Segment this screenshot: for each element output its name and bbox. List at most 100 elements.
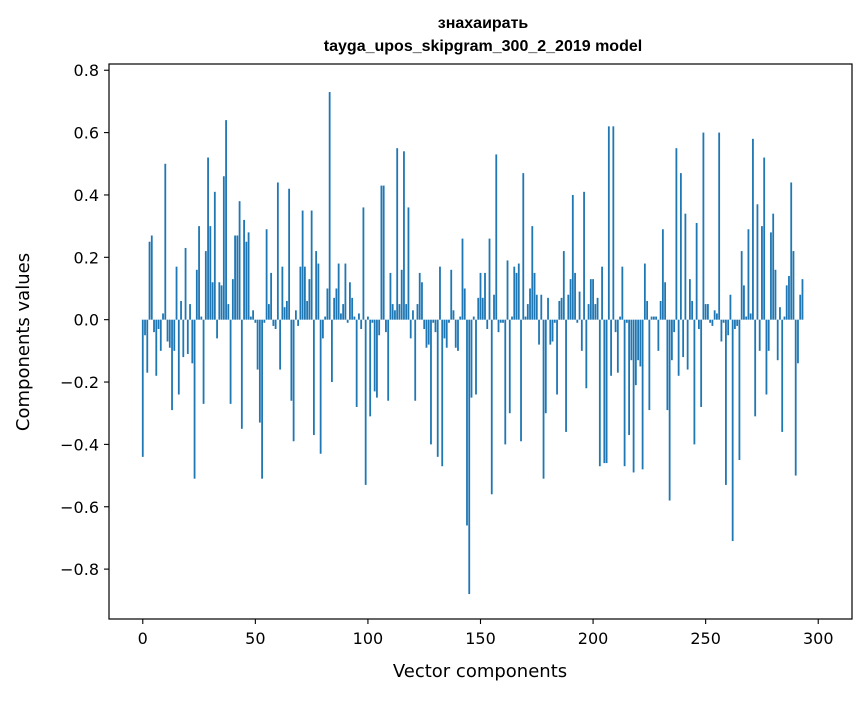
bar [299, 266, 302, 320]
bar [655, 316, 658, 320]
bar [222, 176, 225, 320]
bar [362, 207, 365, 320]
bar [677, 319, 680, 376]
bar [504, 319, 507, 445]
bar [279, 319, 282, 370]
bar [328, 92, 331, 320]
bar [423, 319, 426, 330]
bar [175, 266, 178, 320]
bar [391, 304, 394, 320]
bar [468, 319, 471, 595]
bar [779, 307, 781, 320]
bar [234, 235, 236, 320]
bar [331, 319, 333, 383]
bar [200, 316, 203, 320]
bar [535, 294, 538, 320]
bar [556, 319, 558, 395]
bar [693, 319, 696, 445]
bar [258, 319, 261, 423]
bar [571, 194, 574, 320]
bar [594, 304, 597, 320]
bar [484, 272, 486, 320]
bar [306, 300, 309, 320]
bar [466, 319, 468, 526]
bar [612, 126, 615, 320]
bar [430, 319, 432, 445]
bar [698, 319, 700, 330]
bar [490, 319, 493, 495]
bar [243, 219, 245, 320]
bar [349, 282, 351, 320]
bar [396, 148, 399, 320]
bar [245, 241, 248, 320]
bar [333, 297, 336, 320]
bar [472, 316, 475, 320]
bar [385, 319, 387, 333]
bar [238, 201, 241, 320]
bar [202, 319, 205, 404]
bar [276, 182, 279, 320]
bar [373, 319, 376, 392]
bar [529, 288, 531, 320]
bar [457, 319, 459, 351]
bar [162, 313, 164, 320]
bar [749, 313, 752, 320]
bar [574, 272, 576, 320]
bar [281, 266, 284, 320]
bar [540, 294, 543, 320]
bar [371, 319, 374, 323]
bar [634, 319, 637, 386]
y-tick-label: −0.4 [60, 435, 99, 454]
bar [204, 251, 207, 320]
bar [625, 319, 628, 323]
chart-title: знахаирать [438, 15, 529, 32]
bar [342, 304, 345, 320]
x-axis: 0 50 100 150 200 250 300 [138, 619, 834, 648]
x-tick-label: 50 [245, 629, 265, 648]
bar [353, 316, 356, 320]
x-tick-label: 200 [578, 629, 609, 648]
bar [688, 279, 691, 320]
bar [164, 163, 167, 320]
bar [605, 319, 608, 464]
bar [488, 238, 491, 320]
bar [425, 319, 428, 348]
bar [398, 304, 401, 320]
bar [144, 319, 146, 336]
bar [684, 213, 687, 320]
bar [220, 285, 223, 320]
bar [326, 288, 329, 320]
bar [448, 319, 450, 323]
y-tick-label: −0.8 [60, 560, 99, 579]
bar [211, 282, 214, 320]
bar [526, 304, 529, 320]
bar [380, 185, 383, 320]
bar [155, 319, 158, 376]
bar [740, 251, 743, 320]
bar [614, 319, 617, 333]
bar [499, 319, 502, 323]
chart-subtitle: tayga_upos_skipgram_300_2_2019 model [324, 38, 642, 55]
y-tick-label: 0.0 [74, 311, 99, 330]
bar [520, 319, 522, 442]
bar [213, 191, 216, 320]
bar [801, 279, 804, 320]
bar [639, 319, 642, 367]
bar [432, 319, 435, 323]
bar [157, 319, 160, 330]
bar [585, 319, 588, 389]
bar [288, 188, 291, 320]
x-tick-label: 300 [803, 629, 834, 648]
x-tick-label: 250 [690, 629, 721, 648]
bar [409, 319, 412, 339]
bar-series [141, 92, 804, 595]
bar [565, 319, 567, 432]
bar [418, 272, 421, 320]
bar [632, 319, 635, 473]
bar [394, 310, 396, 320]
x-tick-label: 0 [138, 629, 148, 648]
bar [337, 263, 340, 320]
bar [576, 319, 579, 323]
bar [549, 319, 552, 345]
bar [416, 304, 419, 320]
